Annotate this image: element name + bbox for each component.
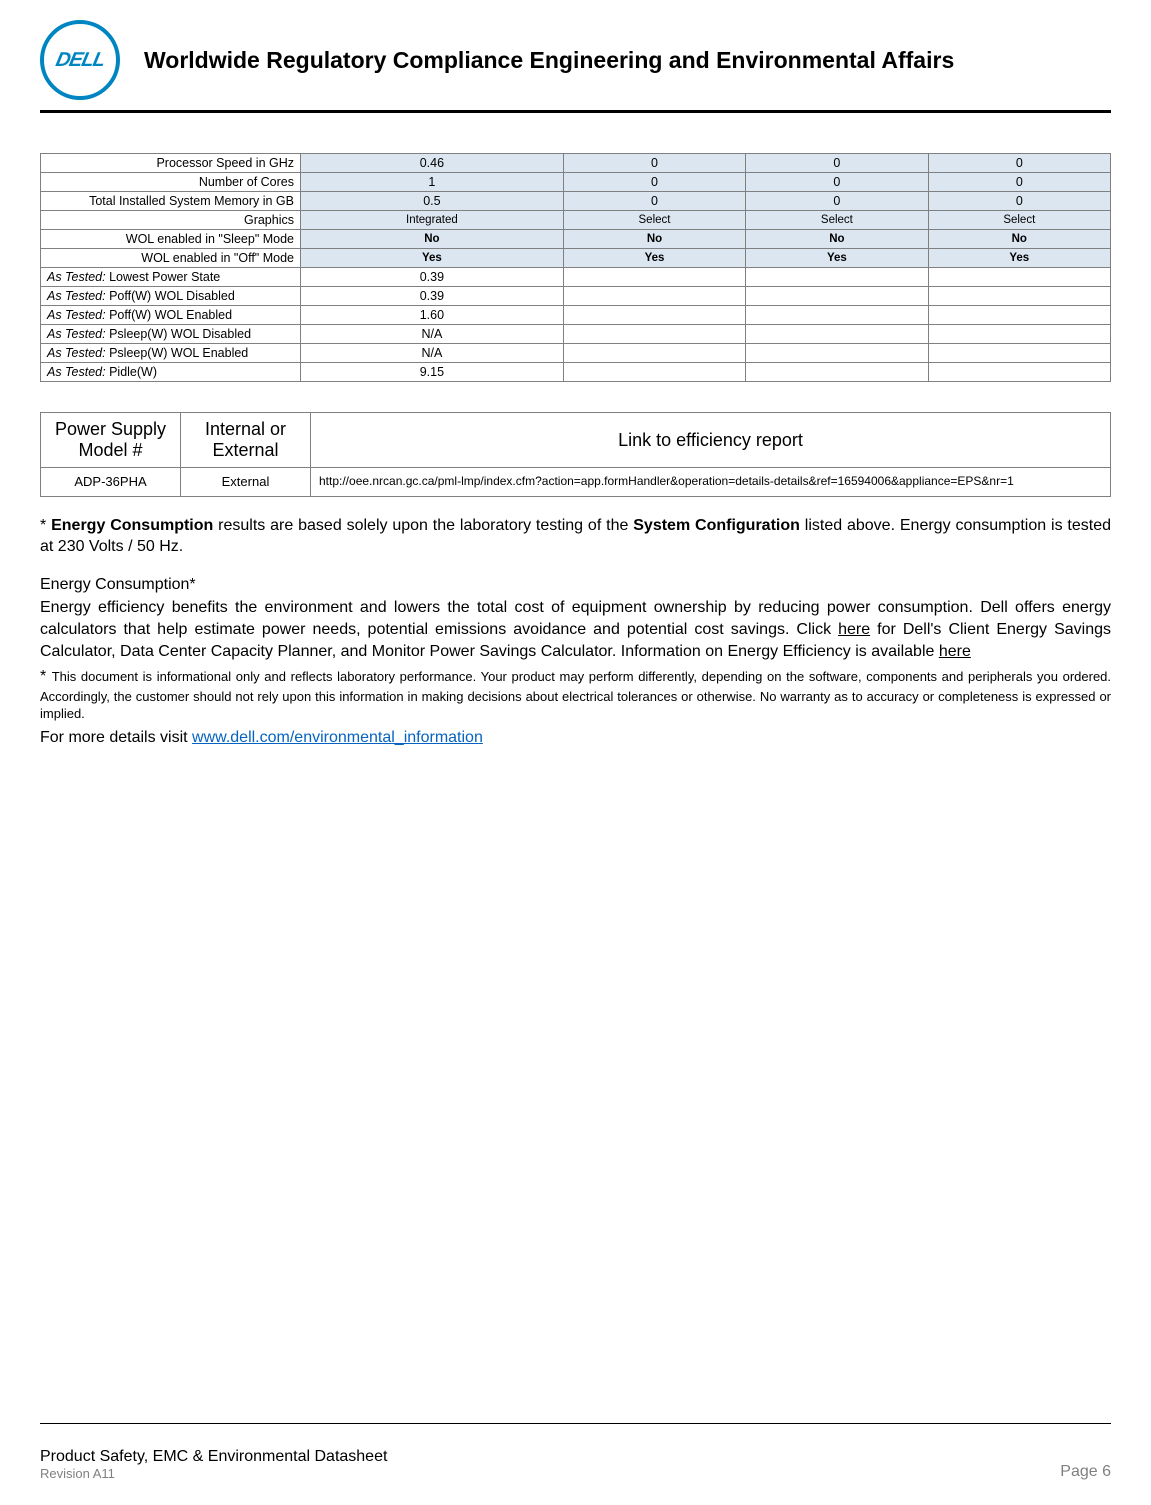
header-title: Worldwide Regulatory Compliance Engineer… [144, 47, 954, 74]
spec-cell: Integrated [301, 211, 564, 230]
spec-cell [746, 344, 928, 363]
psu-header-model: Power Supply Model # [41, 413, 181, 468]
dell-logo: DELL [40, 20, 120, 100]
spec-cell [746, 268, 928, 287]
spec-row-label: WOL enabled in "Off" Mode [41, 249, 301, 268]
spec-cell: No [928, 230, 1110, 249]
spec-row-label: As Tested: Lowest Power State [41, 268, 301, 287]
footer-rule [40, 1423, 1111, 1424]
spec-cell [928, 325, 1110, 344]
psu-model: ADP-36PHA [41, 468, 181, 497]
spec-cell [746, 306, 928, 325]
spec-cell: Select [746, 211, 928, 230]
dell-logo-text: DELL [53, 49, 106, 72]
spec-cell: N/A [301, 325, 564, 344]
disclaimer-note: * This document is informational only an… [40, 666, 1111, 723]
psu-header-link: Link to efficiency report [311, 413, 1111, 468]
header-rule [40, 110, 1111, 113]
spec-row-label: Graphics [41, 211, 301, 230]
energy-consumption-body: Energy efficiency benefits the environme… [40, 597, 1111, 662]
spec-cell: Yes [928, 249, 1110, 268]
spec-cell: 0 [563, 192, 745, 211]
spec-row-label: As Tested: Poff(W) WOL Disabled [41, 287, 301, 306]
spec-cell: Yes [301, 249, 564, 268]
spec-cell [928, 268, 1110, 287]
spec-cell: No [746, 230, 928, 249]
spec-cell: 0 [563, 173, 745, 192]
spec-cell [563, 287, 745, 306]
spec-cell [563, 306, 745, 325]
spec-cell [746, 287, 928, 306]
footer-page: Page 6 [1060, 1463, 1111, 1481]
spec-cell: No [301, 230, 564, 249]
power-supply-table: Power Supply Model # Internal or Externa… [40, 412, 1111, 497]
spec-cell: 0 [746, 173, 928, 192]
spec-cell [746, 363, 928, 382]
spec-row-label: As Tested: Pidle(W) [41, 363, 301, 382]
spec-row-label: Total Installed System Memory in GB [41, 192, 301, 211]
psu-link[interactable]: http://oee.nrcan.gc.ca/pml-lmp/index.cfm… [311, 468, 1111, 497]
spec-cell [563, 363, 745, 382]
spec-cell: 0.39 [301, 287, 564, 306]
spec-cell: No [563, 230, 745, 249]
spec-row-label: As Tested: Poff(W) WOL Enabled [41, 306, 301, 325]
spec-cell: N/A [301, 344, 564, 363]
energy-consumption-heading: Energy Consumption* [40, 574, 1111, 596]
spec-cell [928, 306, 1110, 325]
spec-row-label: Processor Speed in GHz [41, 154, 301, 173]
spec-cell [746, 325, 928, 344]
spec-cell: Select [928, 211, 1110, 230]
link-here-2[interactable]: here [939, 643, 971, 660]
link-here-1[interactable]: here [838, 621, 870, 638]
page-header: DELL Worldwide Regulatory Compliance Eng… [40, 20, 1111, 100]
spec-cell: 0.5 [301, 192, 564, 211]
psu-type: External [181, 468, 311, 497]
page-footer: Product Safety, EMC & Environmental Data… [40, 1423, 1111, 1481]
spec-row-label: Number of Cores [41, 173, 301, 192]
footer-revision: Revision A11 [40, 1466, 387, 1481]
note-energy-consumption: * Energy Consumption results are based s… [40, 515, 1111, 558]
spec-cell: 1 [301, 173, 564, 192]
spec-cell: 0.39 [301, 268, 564, 287]
spec-cell: 0 [928, 154, 1110, 173]
spec-cell: 0.46 [301, 154, 564, 173]
spec-cell [563, 325, 745, 344]
spec-cell [928, 363, 1110, 382]
spec-cell: 0 [928, 192, 1110, 211]
spec-cell: 0 [746, 154, 928, 173]
spec-cell: Select [563, 211, 745, 230]
spec-row-label: As Tested: Psleep(W) WOL Disabled [41, 325, 301, 344]
psu-header-type: Internal or External [181, 413, 311, 468]
spec-cell: Yes [563, 249, 745, 268]
spec-cell: 9.15 [301, 363, 564, 382]
spec-cell [563, 268, 745, 287]
spec-cell: 1.60 [301, 306, 564, 325]
spec-table: Processor Speed in GHz0.46000Number of C… [40, 153, 1111, 382]
footer-title: Product Safety, EMC & Environmental Data… [40, 1448, 387, 1466]
spec-cell: 0 [563, 154, 745, 173]
spec-cell: 0 [928, 173, 1110, 192]
spec-cell: 0 [746, 192, 928, 211]
spec-row-label: WOL enabled in "Sleep" Mode [41, 230, 301, 249]
spec-row-label: As Tested: Psleep(W) WOL Enabled [41, 344, 301, 363]
more-details: For more details visit www.dell.com/envi… [40, 727, 1111, 749]
spec-cell [928, 344, 1110, 363]
environmental-info-link[interactable]: www.dell.com/environmental_information [192, 729, 483, 746]
spec-cell [928, 287, 1110, 306]
spec-cell: Yes [746, 249, 928, 268]
spec-cell [563, 344, 745, 363]
